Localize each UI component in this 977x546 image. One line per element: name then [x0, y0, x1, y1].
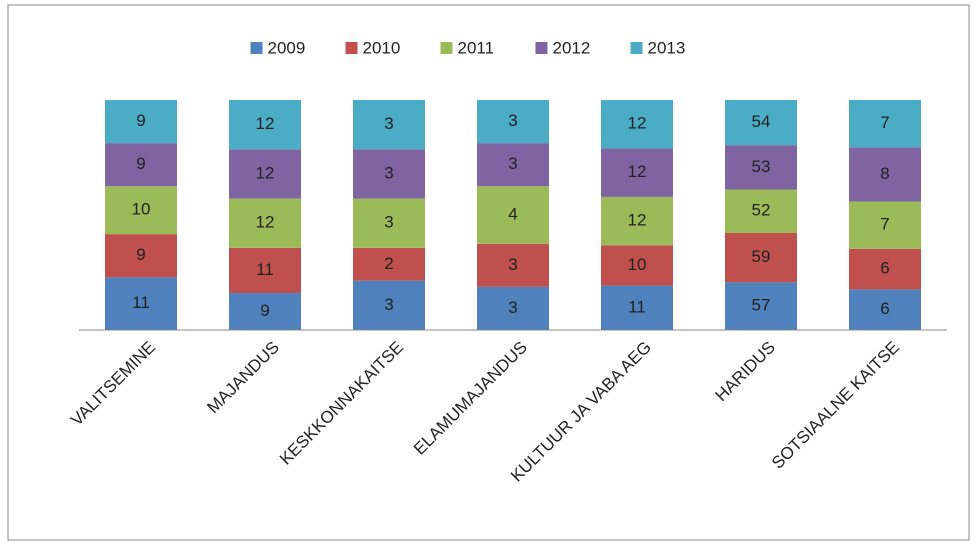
bar-segment [725, 100, 797, 146]
legend-label: 2011 [458, 38, 495, 57]
bar-segment [601, 285, 673, 330]
data-label: 52 [752, 201, 771, 220]
data-label: 10 [628, 255, 647, 274]
bar-segment [725, 189, 797, 233]
data-label: 12 [256, 213, 275, 232]
data-label: 6 [880, 299, 889, 318]
bar-segment [849, 100, 921, 148]
legend-swatch [440, 42, 453, 54]
data-label: 3 [384, 114, 393, 133]
data-label: 3 [508, 154, 517, 173]
data-label: 9 [136, 111, 145, 130]
bar-segment [105, 143, 177, 187]
data-label: 12 [256, 114, 275, 133]
data-label: 7 [880, 113, 889, 132]
bar-segment [477, 186, 549, 244]
bar-segment [477, 286, 549, 330]
bar-segment [229, 198, 301, 248]
legend-label: 2009 [268, 38, 306, 57]
data-label: 12 [628, 211, 647, 230]
legend-label: 2013 [648, 38, 686, 57]
bar-segment [725, 145, 797, 190]
data-label: 59 [752, 247, 771, 266]
data-label: 53 [752, 157, 771, 176]
bar-segment [725, 232, 797, 283]
bar-segment [849, 147, 921, 202]
data-label: 11 [132, 293, 150, 312]
data-label: 3 [384, 213, 393, 232]
data-label: 7 [880, 215, 889, 234]
legend-swatch [345, 42, 358, 54]
data-label: 12 [628, 162, 647, 181]
bar-segment [353, 149, 425, 199]
data-label: 3 [384, 295, 393, 314]
data-label: 3 [508, 111, 517, 130]
bar-segment [601, 245, 673, 286]
data-label: 2 [384, 254, 393, 273]
bar-segment [229, 149, 301, 199]
data-label: 11 [256, 260, 274, 279]
legend-label: 2010 [363, 38, 401, 57]
bar-segment [477, 143, 549, 187]
data-label: 12 [628, 114, 647, 133]
legend-swatch [250, 42, 263, 54]
bar-segment [353, 198, 425, 248]
bar-segment [353, 100, 425, 150]
data-label: 12 [256, 163, 275, 182]
data-label: 9 [136, 245, 145, 264]
data-label: 9 [136, 154, 145, 173]
bar-segment [725, 282, 797, 330]
data-label: 57 [752, 296, 771, 315]
data-label: 11 [628, 297, 646, 316]
bar-segment [229, 100, 301, 150]
data-label: 8 [880, 164, 889, 183]
legend-swatch [630, 42, 643, 54]
bar-segment [105, 186, 177, 235]
bar-segment [353, 247, 425, 281]
bar-segment [849, 201, 921, 249]
data-label: 4 [508, 204, 517, 223]
data-label: 54 [752, 112, 771, 131]
bar-segment [601, 196, 673, 246]
bar-segment [353, 280, 425, 330]
bar-segment [229, 247, 301, 294]
bar-segment [105, 100, 177, 144]
bar-segment [229, 293, 301, 330]
data-label: 9 [260, 301, 269, 320]
bar-segment [477, 243, 549, 287]
data-label: 3 [508, 255, 517, 274]
bar-segment [601, 100, 673, 149]
bar-segment [601, 148, 673, 197]
legend-label: 2012 [553, 38, 591, 57]
data-label: 10 [132, 200, 151, 219]
bar-segment [105, 277, 177, 330]
data-label: 3 [508, 298, 517, 317]
bar-segment [849, 289, 921, 330]
bar-segment [477, 100, 549, 144]
data-label: 3 [384, 163, 393, 182]
data-label: 6 [880, 259, 889, 278]
legend-swatch [535, 42, 548, 54]
bar-segment [105, 234, 177, 278]
bar-segment [849, 248, 921, 290]
